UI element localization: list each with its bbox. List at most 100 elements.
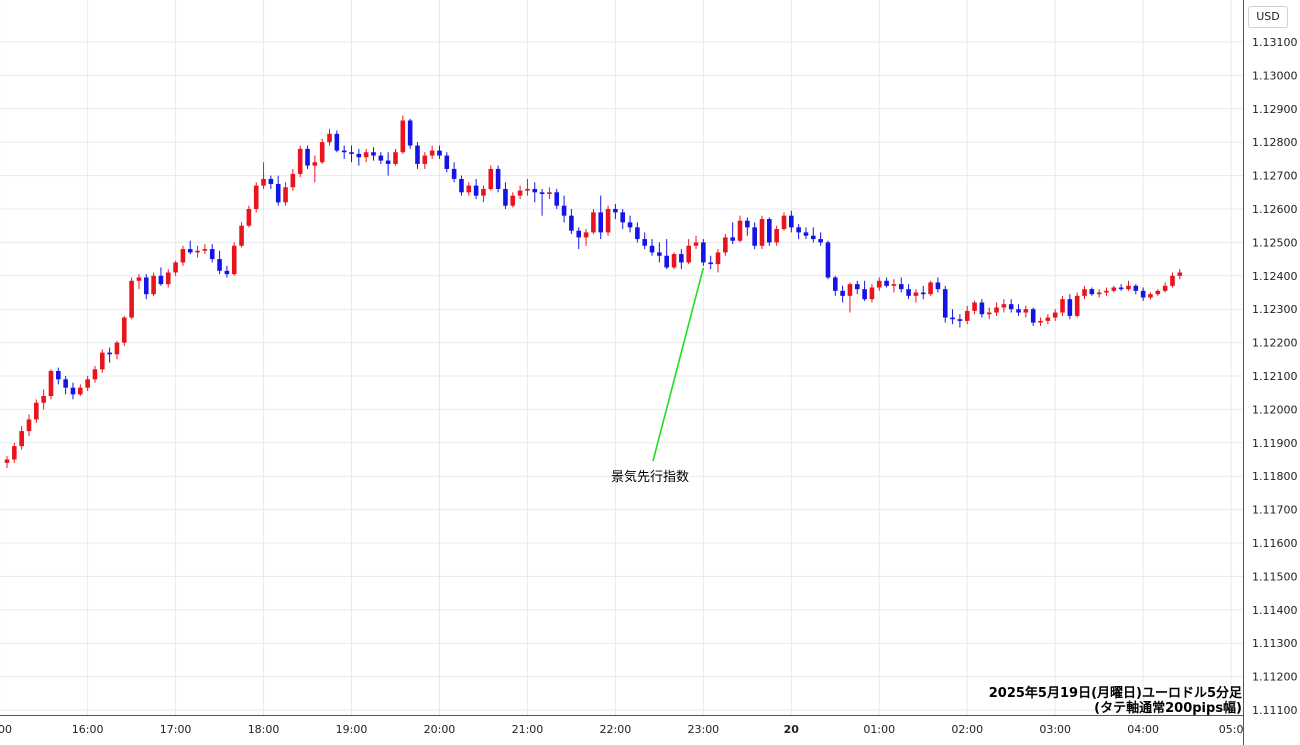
candle-body (41, 396, 46, 403)
candle (554, 188, 560, 209)
candle-body (143, 277, 149, 295)
candle (891, 279, 897, 293)
candle (649, 239, 655, 256)
candle (1067, 294, 1073, 320)
candle-body (224, 270, 230, 275)
candle-body (290, 173, 296, 188)
candle-body (63, 379, 68, 388)
candle-body (664, 255, 669, 268)
candle-body (928, 282, 933, 295)
x-tick-label: 5:00 (0, 723, 12, 736)
candle-body (239, 225, 244, 246)
candle (1126, 280, 1131, 291)
candle (928, 280, 933, 296)
candle (1177, 269, 1183, 280)
x-tick-label: 01:00 (863, 723, 895, 736)
candle (217, 250, 222, 275)
candle (202, 244, 208, 255)
candle (525, 178, 530, 196)
candle (56, 367, 61, 385)
candle-body (349, 152, 354, 154)
candle-body (4, 459, 10, 463)
currency-label[interactable]: USD (1248, 6, 1288, 28)
y-tick-label: 1.13100 (1252, 36, 1298, 49)
candle-body (598, 212, 604, 233)
candle-body (305, 148, 310, 166)
candle-body (620, 212, 626, 223)
candle (994, 302, 999, 316)
candle-body (635, 227, 640, 240)
candle (561, 195, 567, 223)
candle-body (85, 379, 90, 388)
candle (715, 249, 721, 273)
candle (407, 118, 413, 149)
candle (129, 277, 134, 320)
candle-body (283, 187, 288, 203)
candle (1016, 304, 1021, 316)
y-tick-label: 1.11800 (1252, 470, 1298, 483)
candle-body (495, 168, 501, 189)
candle (920, 285, 926, 300)
candle (121, 315, 127, 346)
y-tick-label: 1.11100 (1252, 704, 1298, 717)
candle-body (209, 249, 215, 260)
candle (41, 389, 46, 410)
candle (1162, 282, 1168, 293)
candle (657, 242, 662, 263)
candle (752, 222, 757, 250)
candle (224, 265, 230, 278)
candle-body (532, 188, 538, 193)
candle-body (583, 232, 589, 238)
candle (803, 227, 809, 240)
x-tick-label: 04:00 (1127, 723, 1159, 736)
candle-body (517, 190, 523, 196)
candle (642, 232, 648, 250)
candle (1140, 287, 1146, 301)
candle-body (114, 342, 120, 355)
candle (1133, 284, 1139, 295)
candle (605, 205, 611, 236)
candle (686, 239, 691, 265)
candle-body (627, 222, 633, 228)
chart-caption-line-2: (タテ軸通常200pips幅) (1094, 701, 1242, 716)
candle (664, 239, 669, 270)
candle (1170, 272, 1175, 288)
candle-body (275, 183, 281, 203)
candle-body (832, 277, 838, 291)
candle-body (129, 280, 134, 318)
candle-body (1089, 289, 1095, 295)
candle (48, 369, 54, 400)
candle (730, 222, 735, 245)
candle (437, 145, 442, 159)
candle-body (957, 319, 963, 321)
candle-body (385, 160, 391, 164)
candle-body (121, 317, 127, 343)
candle-body (378, 155, 384, 161)
candle (99, 349, 105, 373)
x-tick-label: 16:00 (72, 723, 104, 736)
candle-body (70, 387, 76, 395)
candle (290, 168, 296, 191)
candle-body (297, 148, 303, 174)
candle (1030, 307, 1036, 326)
candle-body (737, 220, 743, 241)
candle (1111, 285, 1117, 293)
candle-body (745, 220, 750, 228)
candle (165, 269, 171, 288)
candle-body (649, 245, 655, 253)
candle (569, 209, 574, 235)
y-tick-label: 1.11600 (1252, 537, 1298, 550)
candle (781, 212, 787, 231)
candle (591, 209, 596, 235)
candle (12, 442, 17, 463)
candle (620, 209, 626, 230)
candle-body (165, 272, 171, 285)
candle-body (898, 284, 904, 290)
candle (173, 260, 178, 276)
candle (832, 275, 838, 296)
y-tick-label: 1.12500 (1252, 236, 1298, 249)
y-tick-label: 1.12700 (1252, 170, 1298, 183)
candle (143, 274, 149, 300)
candle (268, 175, 274, 189)
candle (884, 277, 889, 288)
